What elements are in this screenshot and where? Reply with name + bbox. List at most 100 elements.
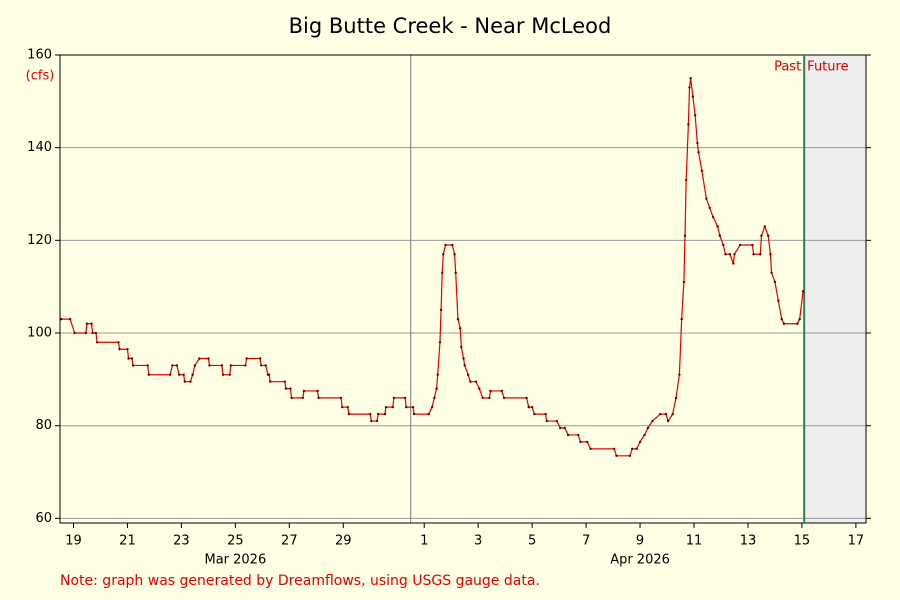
flow-point [316,389,319,393]
flow-point [438,341,442,344]
flow-point [376,412,380,416]
flow-point [220,364,224,367]
flow-point [767,234,770,237]
future-label: Future [807,60,848,75]
flow-point [796,322,799,325]
flow-point [488,396,491,400]
flow-point [678,373,681,376]
flow-point [456,317,460,321]
flow-point [533,412,536,416]
flow-point [189,380,192,383]
flow-point [628,454,632,458]
flow-point [289,387,292,390]
y-tick-label: 120 [27,233,52,248]
flow-point [392,396,396,400]
flow-point [403,396,407,400]
flow-point [244,364,247,367]
flow-point [716,225,719,228]
flow-point [269,380,272,383]
flow-point [674,396,678,400]
flow-point [91,331,94,335]
plot-area [60,55,866,523]
flow-point [85,322,89,325]
flow-point [127,357,130,360]
x-tick-label: 13 [740,534,757,549]
flow-point [545,419,548,423]
flow-point [405,405,408,409]
flow-point [705,197,708,200]
flow-point [430,405,434,409]
flow-point [682,280,686,284]
flow-point [207,357,210,360]
flow-point [481,396,484,400]
x-tick-label: 11 [686,534,703,549]
flow-point [73,331,76,335]
flow-point [258,357,262,360]
flow-point [131,364,135,367]
flow-point [118,348,121,351]
flow-point [146,364,149,367]
flow-point [183,380,186,383]
flow-point [563,426,566,430]
flow-point [264,364,267,367]
flow-point [463,364,466,367]
flow-point [375,419,379,423]
flow-point [691,95,695,98]
flow-point [777,299,780,302]
x-tick-label: 3 [474,534,482,549]
flow-point [84,331,88,335]
flow-point [500,389,503,393]
flow-point [347,412,351,416]
y-axis-label: (cfs) [26,69,55,84]
flow-point [126,348,129,351]
flow-point [646,426,650,430]
x-tick-label: 1 [420,534,428,549]
flow-point [168,373,172,376]
flow-point [780,317,783,321]
flow-point [589,447,592,451]
flow-point [284,387,288,390]
x-tick-label: 19 [65,534,82,549]
flow-point [711,215,715,219]
flow-point [612,447,616,451]
flow-point [659,412,662,416]
flow-point [346,405,349,409]
flow-point [782,322,786,325]
flow-point [340,405,344,409]
flow-point [773,280,777,284]
flow-point [229,364,233,367]
flow-point [442,253,445,256]
y-tick-label: 160 [27,48,52,63]
flow-point [635,447,638,451]
flow-point [579,440,582,444]
flow-point [391,405,394,409]
flow-point [182,373,185,376]
flow-point [283,380,287,383]
flow-point [696,141,699,145]
future-region [804,55,866,523]
flow-point [544,412,547,416]
x-tick-label: 23 [173,534,190,549]
flow-point [566,433,570,437]
flow-point [175,364,179,367]
flow-point [693,114,697,117]
flow-point [290,396,293,400]
flow-point [760,234,763,237]
flow-point [453,253,456,256]
note: Note: graph was generated by Dreamflows,… [60,573,540,589]
x-tick-label: 7 [582,534,590,549]
flow-point [301,396,305,400]
flow-point [638,440,642,444]
flow-point [411,405,415,409]
flow-point [198,357,201,360]
flow-point [90,322,93,325]
flow-point [489,389,492,393]
flow-point [478,387,481,390]
x-tick-label: 9 [636,534,644,549]
flow-point [643,433,646,437]
flow-point [577,433,580,437]
x-tick-label: 25 [227,534,244,549]
flow-point [384,405,388,409]
flow-point [130,357,134,360]
x-tick-label: 21 [119,534,136,549]
